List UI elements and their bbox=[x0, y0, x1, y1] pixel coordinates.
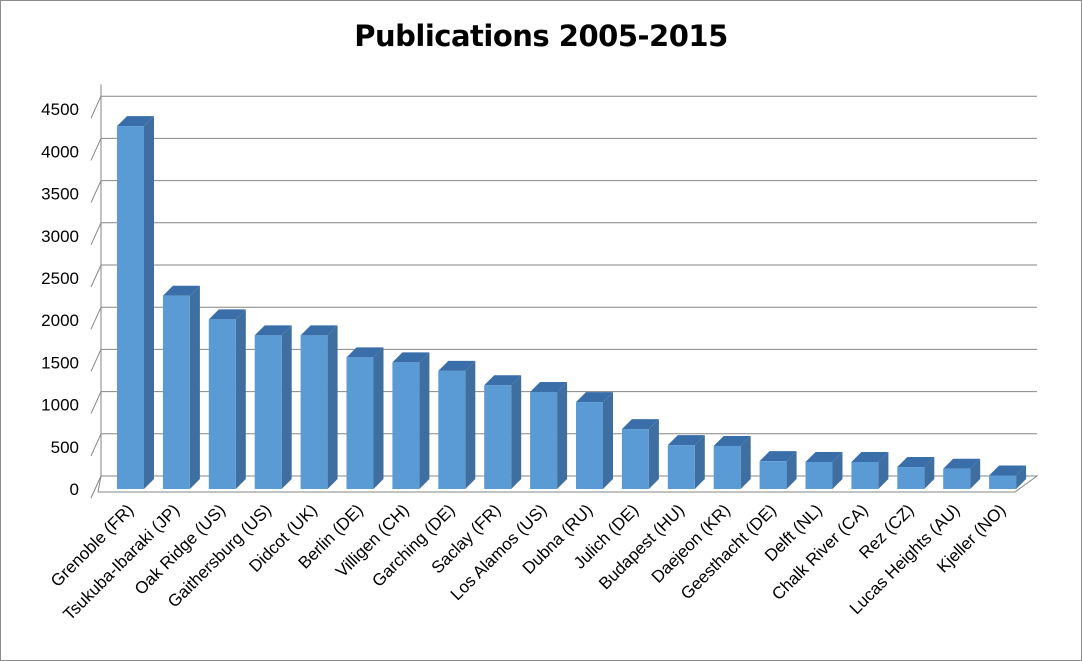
gridline-side bbox=[90, 475, 102, 499]
bar-side bbox=[465, 360, 476, 489]
bar bbox=[667, 445, 695, 489]
bar-side bbox=[740, 435, 751, 489]
bar bbox=[484, 385, 512, 489]
bar-top bbox=[667, 435, 705, 446]
bar-top bbox=[438, 360, 476, 371]
bar bbox=[621, 429, 649, 489]
bar-top bbox=[484, 375, 522, 386]
bar bbox=[805, 461, 833, 489]
bar bbox=[392, 362, 420, 489]
y-tick-label: 2000 bbox=[41, 311, 79, 330]
gridline-side bbox=[90, 180, 102, 203]
bar-top bbox=[621, 419, 659, 430]
bar-top bbox=[346, 347, 384, 358]
gridline-side bbox=[90, 222, 102, 246]
bar-top bbox=[943, 458, 981, 469]
y-tick-label: 500 bbox=[51, 438, 79, 457]
bar-side bbox=[648, 419, 659, 489]
gridline-side bbox=[90, 349, 102, 372]
y-tick-label: 3500 bbox=[41, 185, 79, 204]
bar bbox=[346, 357, 374, 489]
bar-side bbox=[557, 381, 568, 489]
bar-top bbox=[713, 435, 751, 446]
y-tick-label: 4500 bbox=[41, 100, 79, 119]
chart-title: Publications 2005-2015 bbox=[354, 19, 728, 53]
bar bbox=[759, 461, 787, 489]
bar-top bbox=[576, 392, 613, 403]
bar bbox=[300, 335, 328, 489]
gridline-side bbox=[90, 306, 102, 330]
bar bbox=[713, 445, 741, 489]
bar-side bbox=[281, 325, 292, 489]
bar bbox=[851, 461, 879, 489]
bar-side bbox=[235, 309, 246, 489]
bar-top bbox=[117, 116, 154, 127]
bar-top bbox=[530, 381, 568, 392]
bar-top bbox=[254, 325, 292, 336]
bar bbox=[254, 335, 282, 489]
y-tick-label: 1500 bbox=[41, 353, 79, 372]
gridline-side bbox=[90, 391, 102, 414]
bar-side bbox=[373, 347, 384, 489]
y-tick-label: 4000 bbox=[41, 142, 79, 161]
bar-side bbox=[694, 435, 705, 489]
bar-top bbox=[162, 285, 200, 296]
bar-top bbox=[392, 352, 430, 363]
bar-top bbox=[989, 465, 1027, 476]
bar-top bbox=[208, 309, 246, 320]
bar-side bbox=[189, 285, 200, 489]
bar-side bbox=[924, 457, 935, 489]
bar-top bbox=[897, 457, 935, 468]
bar-side bbox=[970, 458, 981, 489]
bar-side bbox=[786, 451, 797, 489]
bar bbox=[162, 295, 190, 489]
y-tick-label: 3000 bbox=[41, 227, 79, 246]
gridline-side bbox=[90, 138, 102, 161]
bar bbox=[989, 475, 1017, 489]
bar-top bbox=[805, 451, 843, 462]
bar bbox=[117, 126, 144, 489]
bar-side bbox=[144, 116, 154, 489]
bar-side bbox=[1016, 465, 1027, 489]
bar-side bbox=[603, 392, 613, 489]
y-tick-label: 1000 bbox=[41, 396, 79, 415]
bar bbox=[208, 319, 236, 489]
bar bbox=[576, 402, 603, 489]
bar-side bbox=[511, 375, 522, 489]
bar-side bbox=[327, 325, 338, 489]
bar-top bbox=[759, 451, 797, 462]
gridline-side bbox=[90, 264, 102, 288]
bar bbox=[943, 468, 971, 489]
bar bbox=[438, 370, 466, 489]
y-tick-label: 2500 bbox=[41, 269, 79, 288]
gridline-side bbox=[90, 95, 102, 119]
bar bbox=[897, 467, 925, 489]
gridline-side bbox=[90, 433, 102, 457]
bar-side bbox=[832, 451, 843, 489]
bar-side bbox=[419, 352, 430, 489]
bar-top bbox=[851, 451, 889, 462]
bar bbox=[530, 391, 558, 489]
y-tick-label: 0 bbox=[70, 480, 79, 499]
bar-top bbox=[300, 325, 338, 336]
bar-side bbox=[878, 451, 889, 489]
